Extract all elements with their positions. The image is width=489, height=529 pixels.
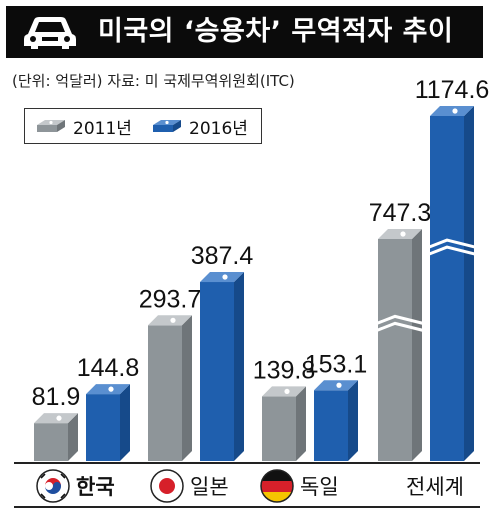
japan-flag-icon [150, 469, 184, 503]
bar-top-dot [400, 231, 406, 237]
legend-item-2016: 2016년 [151, 109, 248, 143]
title-bar: 미국의 ‘승용차’ 무역적자 추이 [6, 6, 483, 58]
bar-top-dot [108, 386, 114, 392]
bar-2016년-일본 [200, 282, 234, 461]
bar-2011년-한국 [34, 423, 68, 461]
bar-top-dot [336, 382, 342, 388]
bar-2011년-일본 [148, 325, 182, 461]
bar-top [262, 386, 306, 397]
korea-flag-icon [36, 469, 70, 503]
category-germany: 독일 [260, 468, 339, 504]
data-label: 144.8 [77, 354, 140, 382]
bar-top [34, 413, 78, 424]
category-japan: 일본 [150, 468, 229, 504]
category-korea: 한국 [36, 468, 115, 504]
bar-2011년-전세계 [378, 239, 412, 461]
data-label: 153.1 [305, 350, 368, 378]
legend-label-2016: 2016년 [189, 118, 248, 139]
bar-side [182, 315, 192, 461]
legend-label-2011: 2011년 [73, 118, 132, 139]
data-label: 293.7 [139, 285, 202, 313]
bar-top-dot [170, 317, 176, 323]
bar-top-dot [56, 415, 62, 421]
category-axis: 한국 일본 독일 전세계 [14, 462, 480, 508]
bar-top-dot [284, 388, 290, 395]
axis-break-mark [376, 314, 424, 325]
bar-side [68, 413, 78, 461]
legend-swatch-2016 [153, 120, 181, 132]
bar-top [314, 380, 358, 391]
bar-2016년-전세계 [430, 116, 464, 461]
chart-title: 미국의 ‘승용차’ 무역적자 추이 [98, 16, 454, 47]
legend-swatch-2011 [37, 120, 65, 132]
bar-top [430, 106, 474, 116]
bar-top-dot [222, 274, 228, 280]
category-world: 전세계 [406, 468, 464, 504]
axis-break-mark [428, 245, 476, 256]
bar-side [348, 380, 358, 461]
axis-break-mark [428, 238, 476, 249]
bar-side [296, 386, 306, 461]
bar-side [234, 272, 244, 461]
bar-top [378, 229, 422, 239]
bar-top [148, 315, 192, 326]
data-label: 139.8 [253, 356, 316, 384]
source-note: (단위: 억달러) 자료: 미 국제무역위원회(ITC) [12, 72, 295, 90]
category-label: 전세계 [406, 475, 464, 499]
legend-item-2011: 2011년 [35, 109, 132, 143]
bar-top [86, 384, 130, 395]
category-label: 한국 [76, 475, 115, 499]
data-label: 747.3 [369, 199, 432, 227]
data-label: 1174.6 [415, 76, 489, 104]
car-icon [24, 17, 76, 49]
germany-flag-icon [260, 469, 294, 503]
bar-2011년-독일 [262, 396, 296, 461]
category-label: 독일 [300, 475, 339, 499]
bar-side [120, 384, 130, 461]
bar-top [200, 272, 244, 283]
bar-top-dot [452, 108, 458, 114]
bar-2016년-한국 [86, 394, 120, 461]
category-label: 일본 [190, 475, 229, 499]
bar-2016년-독일 [314, 390, 348, 461]
bar-side [464, 106, 474, 461]
bar-side [412, 229, 422, 461]
legend: 2011년 2016년 [24, 108, 262, 144]
data-label: 387.4 [191, 242, 254, 270]
axis-break-mark [376, 321, 424, 332]
data-label: 81.9 [32, 383, 81, 411]
